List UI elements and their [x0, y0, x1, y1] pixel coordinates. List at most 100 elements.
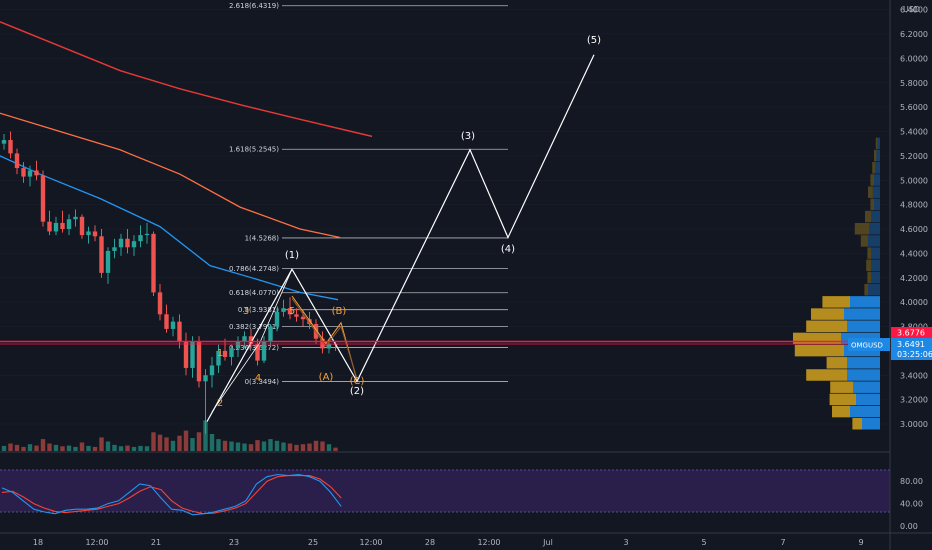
- candle-body: [131, 241, 137, 248]
- price-tick-label: 6.2000: [900, 30, 928, 39]
- volume-profile-down: [864, 283, 868, 296]
- volume-profile-down: [806, 320, 847, 332]
- candle-body: [190, 341, 195, 368]
- time-tick-label: 25: [308, 538, 318, 547]
- candle-body: [112, 247, 117, 251]
- candle-body: [281, 308, 286, 312]
- minor-wave-label: 4: [255, 373, 261, 384]
- volume-bar: [203, 420, 208, 451]
- volume-profile-down: [794, 344, 844, 357]
- symbol-tag-bg: [848, 338, 890, 351]
- corrective-wave-path-2: [291, 298, 358, 380]
- fib-label: 0.5(3.9381): [238, 306, 279, 314]
- volume-bar: [144, 446, 150, 451]
- candle-body: [222, 350, 228, 357]
- candle-body: [307, 319, 312, 325]
- volume-profile-up: [875, 162, 880, 174]
- price-tick-label: 6.0000: [900, 54, 928, 63]
- volume-bar: [8, 443, 13, 451]
- candle-body: [66, 219, 72, 229]
- volume-bar: [248, 444, 254, 451]
- time-axis[interactable]: 18 12:00 21 23 25 12:00 28 12:00 Jul 3 5 7 9: [33, 538, 864, 547]
- volume-profile-up: [871, 271, 880, 284]
- elliott-waves: (1) (2) (3) (4) (5) 1 2 3 4 5 (A) (B) (C): [206, 35, 601, 422]
- volume-profile-up: [847, 369, 880, 381]
- time-tick-label: 23: [229, 538, 239, 547]
- countdown-tag: 03:25:06: [897, 350, 932, 359]
- volume-bar: [333, 447, 338, 451]
- candle-body: [34, 170, 39, 176]
- candle-body: [99, 236, 104, 273]
- volume-bar: [261, 441, 267, 451]
- volume-profile-down: [826, 357, 847, 369]
- minor-wave-label: (B): [332, 306, 347, 317]
- candle-body: [229, 348, 234, 357]
- alt-price-tag-bg: [891, 327, 932, 338]
- price-tick-label: 3.4000: [900, 371, 928, 380]
- time-tick-label: 12:00: [85, 538, 108, 547]
- candle-body: [138, 235, 143, 242]
- volume-bar: [287, 443, 293, 451]
- stoch-axis: 80.00 40.00 0.00: [900, 477, 923, 531]
- volume-bar: [183, 430, 189, 451]
- candle-body: [170, 321, 176, 329]
- volume-bar: [222, 440, 228, 451]
- volume-bar: [235, 442, 241, 451]
- volume-bar: [196, 432, 202, 451]
- candle-body: [242, 336, 247, 342]
- volume-profile-down: [854, 223, 870, 235]
- stoch-tick-label: 0.00: [900, 522, 918, 531]
- volume-bar: [40, 439, 46, 451]
- volume-profile-down: [832, 405, 850, 418]
- fib-label: 0.236(3.6272): [229, 344, 279, 352]
- candle-body: [287, 308, 293, 315]
- volume-profile-down: [830, 381, 853, 393]
- time-tick-label: Jul: [542, 538, 553, 547]
- minor-wave-label: (A): [319, 372, 334, 383]
- volume-bar: [229, 441, 234, 451]
- volume-bar: [255, 440, 260, 451]
- volume-bar: [190, 438, 195, 451]
- price-tick-label: 4.8000: [900, 201, 928, 210]
- volume-bar: [209, 434, 215, 451]
- volume-bar: [307, 443, 312, 451]
- volume-bar: [326, 444, 332, 451]
- time-tick-label: 28: [425, 538, 435, 547]
- candle-body: [105, 250, 111, 273]
- candle-body: [53, 222, 59, 232]
- candle-body: [125, 238, 130, 248]
- volume-profile-up: [862, 418, 880, 430]
- candle-body: [8, 140, 13, 154]
- volume-profile-down: [829, 393, 856, 406]
- candle-body: [274, 311, 280, 327]
- volume-profile-up: [874, 198, 880, 211]
- volume-profile-up: [847, 320, 880, 332]
- price-tick-label: 5.6000: [900, 103, 928, 112]
- time-tick-label: 3: [623, 538, 628, 547]
- volume-bar: [79, 442, 85, 451]
- volume-profile-down: [870, 174, 874, 186]
- candle-body: [261, 341, 267, 361]
- volume-bar: [105, 441, 111, 451]
- time-tick-label: 12:00: [477, 538, 500, 547]
- volume-profile-down: [811, 308, 844, 320]
- fib-label: 0.382(3.7991): [229, 323, 279, 331]
- volume-bar: [274, 440, 280, 451]
- volume-profile-up: [853, 381, 880, 393]
- price-tick-label: 5.8000: [900, 79, 928, 88]
- elliott-wave-path: [206, 54, 595, 422]
- candle-body: [196, 341, 202, 382]
- candle-body: [118, 238, 124, 248]
- candle-body: [177, 321, 182, 342]
- volume-bar: [157, 434, 163, 451]
- price-tick-label: 5.4000: [900, 128, 928, 137]
- volume-profile-up: [868, 235, 880, 247]
- candle-body: [27, 170, 33, 177]
- volume-bar: [164, 437, 169, 451]
- price-tag-bg: [891, 338, 932, 360]
- candle-body: [47, 221, 52, 232]
- volume-profile-down: [874, 149, 877, 162]
- fib-label: 0.786(4.2748): [229, 265, 279, 273]
- minor-wave-label: 1: [217, 348, 223, 359]
